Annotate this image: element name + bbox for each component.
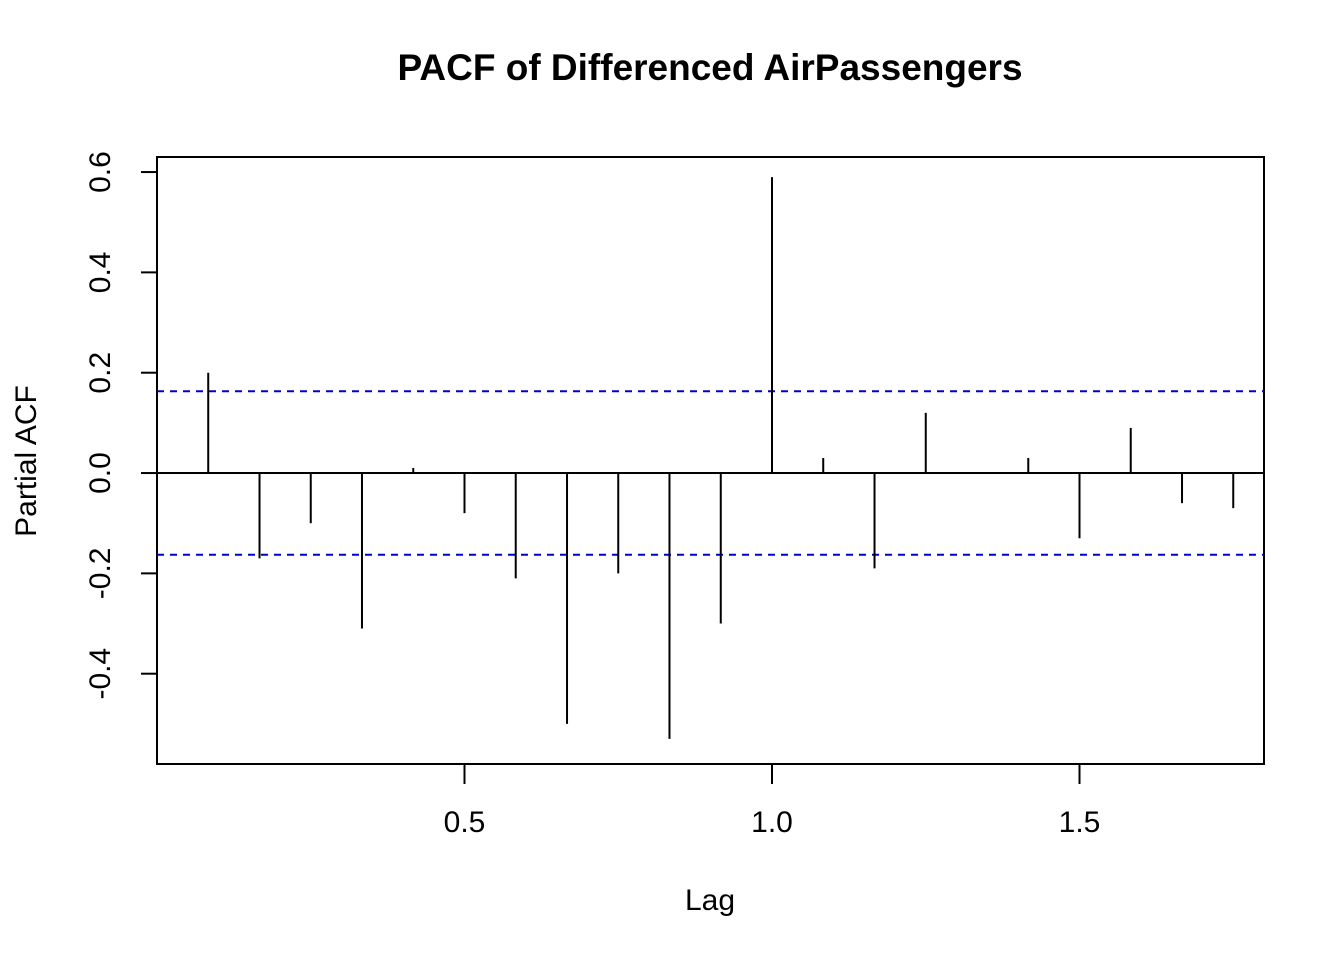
y-tick-label: 0.0 — [84, 452, 117, 494]
x-tick-label: 1.5 — [1059, 806, 1101, 839]
plot-area-frame — [156, 156, 1265, 765]
y-tick-label: -0.2 — [84, 548, 117, 600]
x-tick-label: 1.0 — [751, 806, 793, 839]
x-axis-label: Lag — [685, 884, 735, 917]
confidence-bounds — [157, 390, 1264, 556]
y-tick-label: 0.2 — [84, 352, 117, 394]
x-axis: 0.5 1.0 1.5 — [444, 763, 1101, 839]
y-tick-label: 0.6 — [84, 151, 117, 193]
chart-title: PACF of Differenced AirPassengers — [397, 47, 1022, 88]
y-tick-label: 0.4 — [84, 252, 117, 294]
pacf-spikes — [207, 177, 1235, 739]
y-axis: -0.4 -0.2 0.0 0.2 0.4 0.6 — [84, 151, 158, 700]
y-tick-label: -0.4 — [84, 648, 117, 700]
x-tick-label: 0.5 — [444, 806, 486, 839]
y-axis-label: Partial ACF — [10, 385, 43, 537]
